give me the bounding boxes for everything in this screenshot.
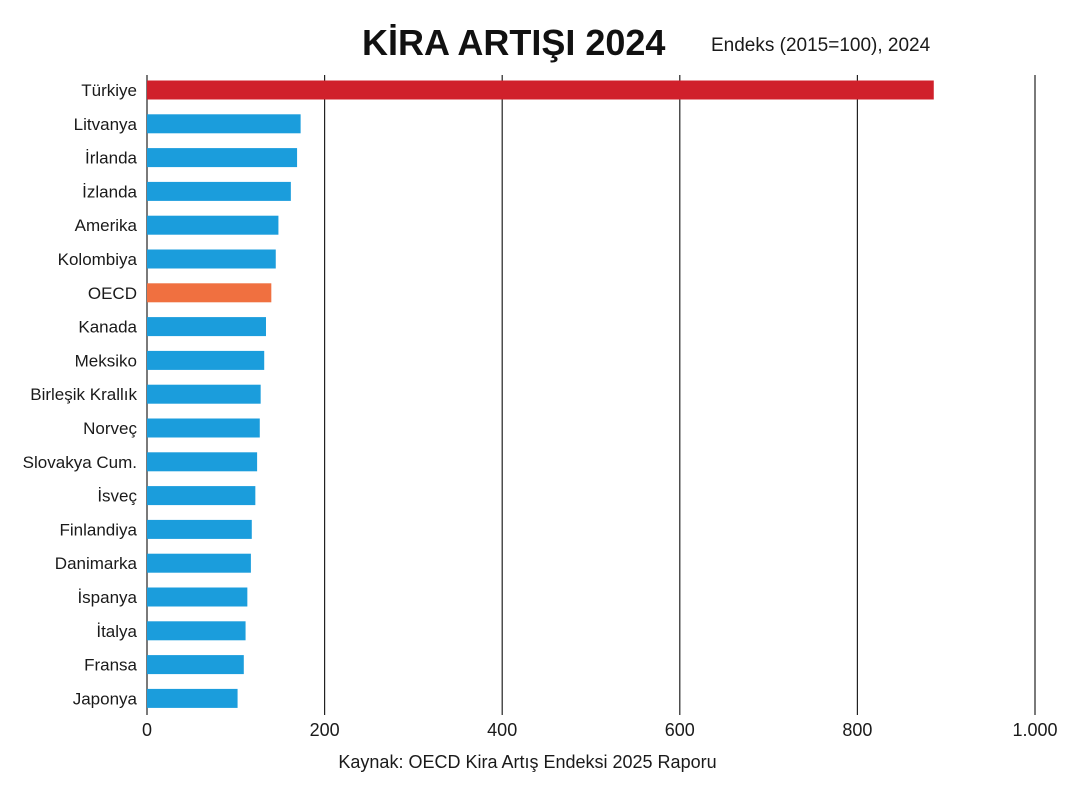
bar-11 — [147, 452, 258, 472]
category-label: Norveç — [83, 419, 137, 438]
bar-15 — [147, 587, 248, 607]
category-labels: Türkiye Litvanya İrlanda İzlanda Amerika Kolo… — [23, 81, 138, 708]
category-label: Birleşik Krallık — [30, 385, 137, 404]
chart-title: KİRA ARTIŞI 2024 — [362, 22, 666, 63]
bar-9 — [147, 384, 261, 404]
category-label: İspanya — [77, 588, 137, 607]
category-label: İrlanda — [85, 149, 138, 168]
bar-10 — [147, 418, 260, 438]
category-label: Fransa — [84, 656, 137, 675]
bar-6 — [147, 283, 272, 303]
bar-1 — [147, 114, 301, 134]
bar-5 — [147, 249, 276, 269]
bar-2 — [147, 148, 298, 168]
bar-4 — [147, 215, 279, 235]
category-label: Kolombiya — [58, 250, 138, 269]
bar-13 — [147, 519, 252, 539]
category-label: Kanada — [78, 318, 137, 337]
bar-18 — [147, 688, 238, 708]
bar-8 — [147, 350, 265, 370]
category-label: Slovakya Cum. — [23, 453, 137, 472]
category-label: Japonya — [73, 689, 138, 708]
x-tick-label: 200 — [310, 720, 340, 740]
category-label: Meksiko — [75, 351, 137, 370]
category-label: İtalya — [96, 622, 137, 641]
x-tick-label: 1.000 — [1012, 720, 1057, 740]
bars — [147, 80, 934, 708]
grid-lines — [146, 75, 1036, 715]
source-note: Kaynak: OECD Kira Artış Endeksi 2025 Rap… — [338, 752, 717, 772]
bar-12 — [147, 486, 256, 506]
bar-16 — [147, 621, 246, 641]
bar-0 — [147, 80, 934, 100]
bar-17 — [147, 655, 244, 675]
bar-14 — [147, 553, 251, 573]
x-tick-label: 0 — [142, 720, 152, 740]
bar-3 — [147, 181, 291, 201]
x-tick-label: 800 — [842, 720, 872, 740]
category-label: İsveç — [97, 487, 137, 506]
bar-7 — [147, 317, 266, 337]
category-label: OECD — [88, 284, 137, 303]
category-label: Amerika — [75, 216, 138, 235]
title-row: KİRA ARTIŞI 2024 Endeks (2015=100), 2024 — [0, 22, 1080, 70]
chart-subtitle: Endeks (2015=100), 2024 — [711, 35, 931, 56]
x-axis-ticks: 0 200 400 600 800 1.000 — [142, 720, 1058, 740]
category-label: Danimarka — [55, 554, 138, 573]
category-label: Finlandiya — [60, 520, 138, 539]
category-label: İzlanda — [82, 182, 137, 201]
category-label: Türkiye — [81, 81, 137, 100]
x-tick-label: 400 — [487, 720, 517, 740]
category-label: Litvanya — [74, 115, 138, 134]
x-tick-label: 600 — [665, 720, 695, 740]
